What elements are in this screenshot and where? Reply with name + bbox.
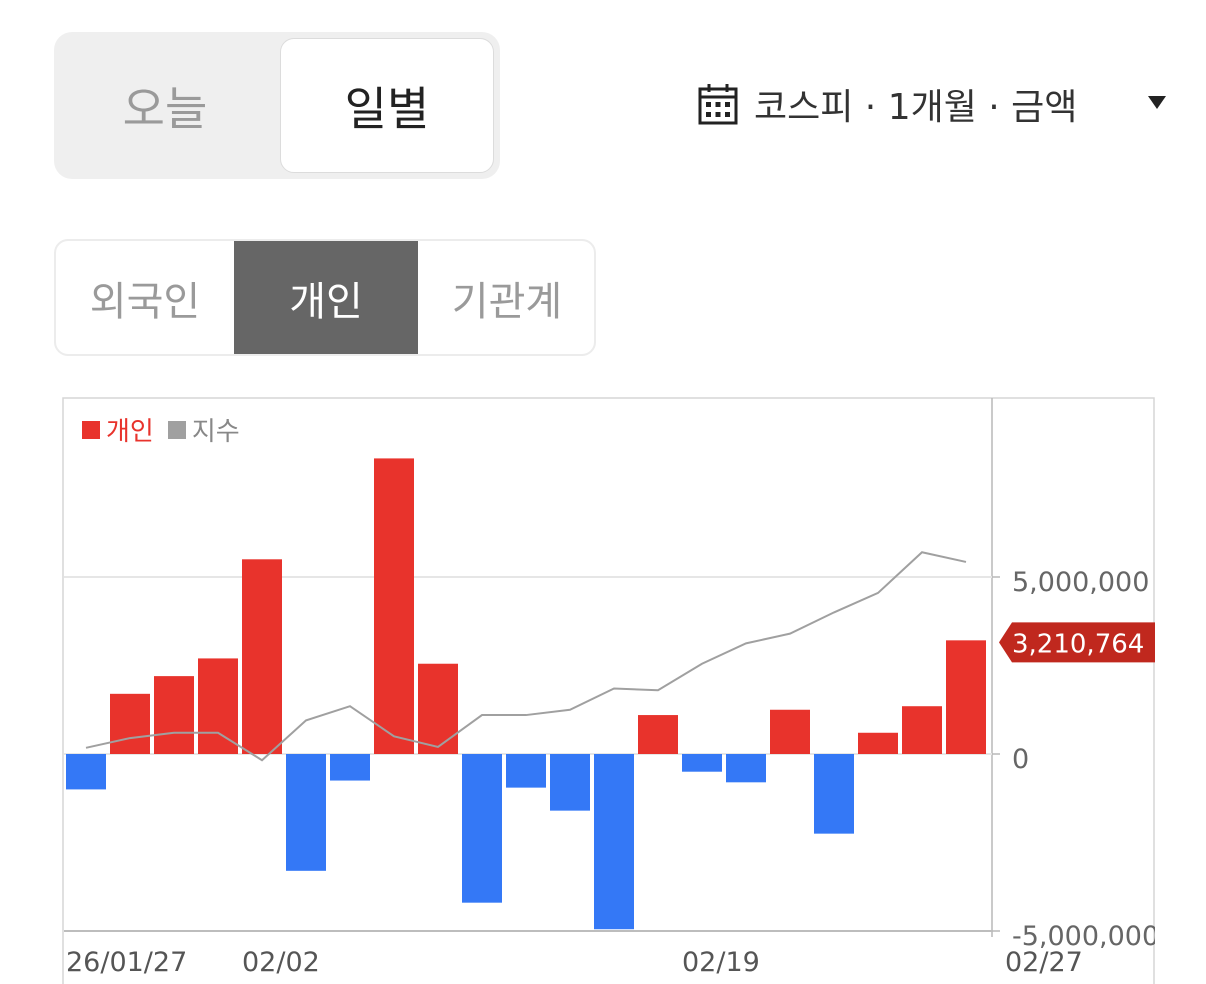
bar (154, 676, 194, 754)
bar (682, 754, 722, 772)
calendar-icon (698, 84, 738, 125)
x-tick-label: 02/27 (1005, 947, 1083, 978)
investor-tabs: 외국인 개인 기관계 (54, 239, 596, 356)
bar (726, 754, 766, 783)
bar (638, 715, 678, 754)
index-line (85, 551, 967, 762)
legend-label-index: 지수 (191, 417, 240, 447)
investor-chart: 5,000,000 0 -5,000,000 3,210,764 26/01/27 02/… (62, 397, 1155, 984)
legend-individual: 개인 (82, 411, 154, 448)
bar (330, 754, 370, 781)
bar (462, 754, 502, 903)
bar (594, 754, 634, 930)
legend-swatch-individual (82, 420, 100, 439)
legend-label-individual: 개인 (106, 417, 154, 447)
bar (66, 754, 106, 790)
tab-foreign[interactable]: 외국인 (89, 278, 201, 325)
bar (858, 732, 898, 754)
filter-label: 코스피 · 1개월 · 금액 (754, 87, 1078, 128)
market-filter-dropdown[interactable]: 코스피 · 1개월 · 금액 (698, 78, 1166, 130)
legend-swatch-index (167, 420, 186, 439)
y-tick-label: 0 (1012, 744, 1029, 775)
bar (374, 458, 414, 754)
bar (110, 693, 150, 754)
last-value-badge (999, 622, 1155, 663)
bar (902, 706, 942, 754)
bar (198, 658, 238, 754)
chart-legend: 개인 지수 (82, 411, 254, 448)
bar (946, 640, 986, 754)
daily-tab[interactable]: 일별 (280, 38, 494, 173)
y-tick-label: -5,000,000 (1012, 921, 1155, 952)
last-value-label: 3,210,764 (1012, 629, 1144, 659)
dropdown-caret-icon (1148, 96, 1166, 109)
tab-individual[interactable]: 개인 (234, 241, 418, 354)
bar (814, 754, 854, 834)
bar (506, 754, 546, 788)
x-tick-label: 26/01/27 (66, 947, 187, 978)
period-toggle: 오늘 일별 (54, 32, 500, 179)
bar (286, 754, 326, 871)
tab-institution[interactable]: 기관계 (451, 278, 563, 325)
bar (242, 559, 282, 754)
bar (418, 663, 458, 754)
bar (770, 709, 810, 754)
bar (550, 754, 590, 811)
today-tab[interactable]: 오늘 (122, 81, 208, 136)
legend-index: 지수 (167, 411, 240, 448)
chart-canvas: 5,000,000 0 -5,000,000 3,210,764 26/01/27 02/… (62, 397, 1155, 984)
y-tick-label: 5,000,000 (1012, 567, 1149, 598)
chart-frame (62, 397, 1155, 984)
x-tick-label: 02/02 (242, 947, 320, 978)
x-tick-label: 02/19 (682, 947, 760, 978)
